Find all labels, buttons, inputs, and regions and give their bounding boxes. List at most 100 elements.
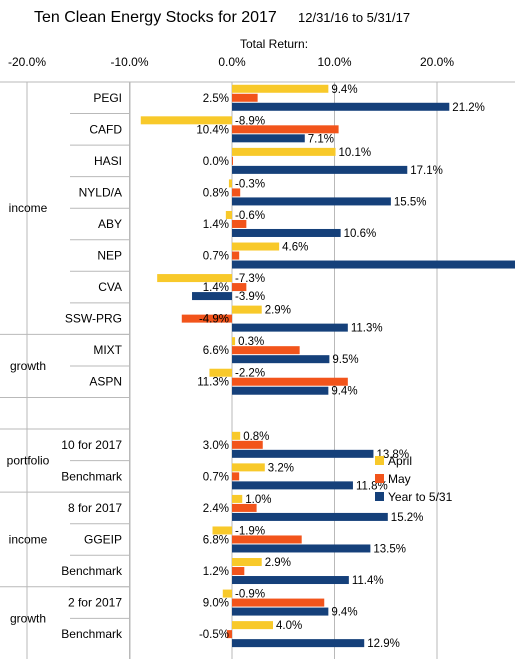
data-label: 21.2% — [452, 102, 485, 114]
data-label: -4.9% — [199, 314, 229, 326]
bar-may — [232, 440, 263, 449]
x-axis-ticks: -20.0%-10.0%0.0%10.0%20.0%30.0%40.0%50.0… — [8, 55, 454, 69]
x-tick-label: 10.0% — [317, 55, 351, 69]
bar-april — [232, 463, 265, 472]
data-label: -0.9% — [235, 589, 265, 601]
data-label: 9.4% — [331, 84, 357, 96]
data-label: 9.4% — [331, 607, 357, 619]
data-label: 10.1% — [339, 147, 372, 159]
data-label: 9.0% — [203, 598, 229, 610]
chart-subtitle: 12/31/16 to 5/31/17 — [298, 10, 410, 25]
data-label: 12.9% — [367, 638, 400, 650]
data-label: -7.3% — [235, 273, 265, 285]
data-label: 10.4% — [196, 124, 229, 136]
data-label: 13.8% — [376, 449, 409, 461]
bar-april — [232, 558, 262, 567]
bar-april — [222, 589, 232, 598]
bar-year-to-5-31 — [232, 544, 371, 553]
legend-swatch — [375, 474, 384, 483]
bar-may — [232, 283, 247, 292]
bar-april — [157, 274, 232, 283]
category-label: Benchmark — [61, 469, 123, 483]
data-label: 9.5% — [332, 354, 358, 366]
data-label: 6.6% — [203, 345, 229, 357]
x-tick-label: 20.0% — [420, 55, 454, 69]
bar-may — [232, 219, 247, 228]
category-label: 2 for 2017 — [68, 596, 122, 610]
bar-may — [232, 377, 348, 386]
category-label: 10 for 2017 — [61, 438, 122, 452]
bar-year-to-5-31 — [232, 386, 329, 395]
data-label: 10.6% — [344, 228, 377, 240]
bar-year-to-5-31 — [232, 165, 408, 174]
bar-may — [232, 156, 233, 165]
bars — [140, 84, 515, 648]
category-axis: PEGI CAFD HASI NYLD/A ABY NEP CVA SSW-PRG MIXT AS… — [0, 81, 131, 659]
data-label: 1.4% — [203, 219, 229, 231]
bar-may — [232, 567, 245, 576]
data-label: 1.0% — [245, 494, 271, 506]
category-label: GGEIP — [84, 532, 122, 546]
bar-may — [232, 346, 300, 355]
bar-year-to-5-31 — [232, 449, 374, 458]
bar-year-to-5-31 — [232, 607, 329, 616]
x-tick-label: -10.0% — [110, 55, 148, 69]
x-tick-label: 0.0% — [218, 55, 246, 69]
data-label: -8.9% — [235, 115, 265, 127]
data-label: 15.5% — [394, 196, 427, 208]
data-label: -2.2% — [235, 368, 265, 380]
category-label: Benchmark — [61, 564, 123, 578]
bar-may — [232, 472, 240, 481]
bar-april — [232, 494, 243, 503]
bar-april — [232, 305, 262, 314]
bar-year-to-5-31 — [232, 134, 305, 143]
data-label: 9.4% — [331, 386, 357, 398]
category-label: NYLD/A — [79, 185, 122, 199]
data-label: 13.5% — [373, 543, 406, 555]
data-label: -3.9% — [235, 291, 265, 303]
data-label: 3.0% — [203, 440, 229, 452]
data-label: 0.7% — [203, 251, 229, 263]
category-label: CAFD — [89, 122, 122, 136]
category-label: Benchmark — [61, 627, 123, 641]
bar-may — [232, 598, 325, 607]
data-label: 15.2% — [391, 512, 424, 524]
bar-year-to-5-31 — [232, 576, 349, 585]
data-label: 11.3% — [351, 323, 383, 335]
bar-year-to-5-31 — [232, 102, 450, 111]
data-label: 1.4% — [203, 282, 229, 294]
data-label: 2.5% — [203, 93, 229, 105]
bar-year-to-5-31 — [232, 355, 330, 364]
data-label: 1.2% — [203, 566, 229, 578]
category-label: NEP — [97, 249, 122, 263]
data-label: -0.3% — [235, 178, 265, 190]
bar-may — [232, 251, 240, 260]
bar-april — [232, 242, 280, 251]
legend-swatch — [375, 492, 384, 501]
data-label: 0.3% — [238, 336, 264, 348]
data-label: 2.9% — [265, 305, 291, 317]
data-labels: 9.4% 2.5% 21.2% -8.9% 10.4% 7.1% 10.1% 0.0% 17.1… — [196, 84, 485, 650]
bar-may — [226, 630, 232, 639]
group-label: income — [9, 201, 48, 215]
data-label: 0.8% — [243, 431, 269, 443]
data-label: 0.0% — [203, 156, 229, 168]
category-label: CVA — [98, 280, 122, 294]
category-label: PEGI — [93, 91, 122, 105]
data-label: 11.4% — [352, 575, 384, 587]
legend-label: May — [388, 472, 411, 486]
data-label: 11.3% — [197, 377, 229, 389]
bar-april — [232, 431, 241, 440]
data-label: 0.8% — [203, 187, 229, 199]
data-label: 4.6% — [282, 242, 308, 254]
bar-april — [232, 147, 336, 156]
category-label: HASI — [94, 154, 122, 168]
bar-year-to-5-31 — [232, 323, 348, 332]
group-label: portfolio — [7, 454, 50, 468]
bar-april — [212, 526, 232, 535]
chart-title: Ten Clean Energy Stocks for 2017 — [34, 9, 277, 26]
data-label: 11.8% — [356, 480, 388, 492]
bar-year-to-5-31 — [192, 292, 232, 301]
bar-year-to-5-31 — [232, 228, 341, 237]
